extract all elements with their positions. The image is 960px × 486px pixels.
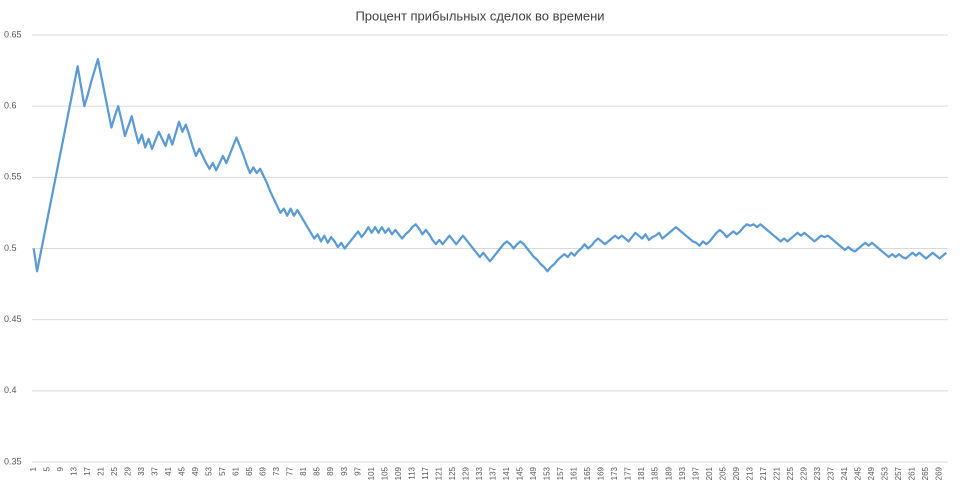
x-tick-label: 65 xyxy=(245,466,254,475)
x-tick-label: 101 xyxy=(367,466,376,480)
x-tick-label: 253 xyxy=(881,466,890,480)
x-tick-label: 73 xyxy=(272,466,281,475)
x-tick-label: 257 xyxy=(894,466,903,480)
y-tick-label: 0.4 xyxy=(4,385,17,395)
x-tick-label: 117 xyxy=(421,466,430,479)
x-tick-label: 61 xyxy=(232,466,241,475)
y-tick-label: 0.55 xyxy=(4,172,22,182)
x-tick-label: 93 xyxy=(340,466,349,475)
chart-title: Процент прибыльных сделок во времени xyxy=(355,8,604,23)
x-tick-label: 265 xyxy=(921,466,930,480)
x-tick-label: 245 xyxy=(854,466,863,480)
x-tick-label: 241 xyxy=(840,466,849,480)
x-tick-label: 141 xyxy=(502,466,511,480)
x-tick-label: 29 xyxy=(123,466,132,475)
x-tick-label: 33 xyxy=(137,466,146,475)
y-tick-label: 0.35 xyxy=(4,456,22,466)
x-tick-label: 161 xyxy=(570,466,579,480)
x-tick-label: 53 xyxy=(205,466,214,475)
y-tick-label: 0.45 xyxy=(4,314,22,324)
x-tick-label: 217 xyxy=(759,466,768,480)
x-tick-label: 165 xyxy=(583,466,592,480)
x-tick-label: 205 xyxy=(718,466,727,480)
x-tick-label: 41 xyxy=(164,466,173,475)
x-tick-label: 37 xyxy=(150,466,159,475)
x-tick-label: 17 xyxy=(83,466,92,475)
x-tick-label: 229 xyxy=(799,466,808,480)
x-tick-label: 113 xyxy=(407,466,416,479)
x-tick-label: 237 xyxy=(826,466,835,480)
x-tick-label: 177 xyxy=(624,466,633,480)
x-tick-label: 181 xyxy=(637,466,646,480)
x-tick-label: 185 xyxy=(651,466,660,480)
x-tick-label: 173 xyxy=(610,466,619,480)
x-tick-label: 25 xyxy=(110,466,119,475)
x-tick-label: 13 xyxy=(69,466,78,475)
x-tick-label: 201 xyxy=(705,466,714,480)
x-tick-label: 85 xyxy=(313,466,322,475)
line-series xyxy=(32,58,948,273)
x-tick-label: 225 xyxy=(786,466,795,480)
x-tick-label: 5 xyxy=(42,466,51,471)
x-tick-label: 45 xyxy=(178,466,187,475)
x-tick-label: 125 xyxy=(448,466,457,480)
x-tick-label: 105 xyxy=(380,466,389,480)
x-tick-label: 81 xyxy=(299,466,308,475)
y-tick-label: 0.6 xyxy=(4,101,17,111)
x-tick-label: 129 xyxy=(461,466,470,480)
x-tick-label: 133 xyxy=(475,466,484,480)
x-tick-label: 149 xyxy=(529,466,538,480)
x-tick-label: 57 xyxy=(218,466,227,475)
x-tick-label: 145 xyxy=(516,466,525,480)
x-tick-label: 261 xyxy=(908,466,917,480)
x-tick-label: 249 xyxy=(867,466,876,480)
x-tick-label: 77 xyxy=(286,466,295,475)
x-tick-label: 1 xyxy=(29,466,38,471)
x-tick-label: 233 xyxy=(813,466,822,480)
x-tick-label: 153 xyxy=(543,466,552,480)
x-tick-label: 269 xyxy=(935,466,944,480)
x-tick-label: 21 xyxy=(96,466,105,475)
x-tick-label: 69 xyxy=(259,466,268,475)
x-tick-label: 169 xyxy=(597,466,606,480)
x-tick-label: 157 xyxy=(556,466,565,480)
x-tick-label: 9 xyxy=(56,466,65,471)
x-tick-label: 221 xyxy=(772,466,781,480)
x-tick-label: 121 xyxy=(434,466,443,480)
y-tick-label: 0.5 xyxy=(4,243,17,253)
x-tick-label: 97 xyxy=(353,466,362,475)
x-tick-label: 189 xyxy=(664,466,673,480)
x-tick-label: 137 xyxy=(488,466,497,480)
x-tick-label: 197 xyxy=(691,466,700,480)
y-tick-label: 0.65 xyxy=(4,29,22,39)
x-tick-label: 109 xyxy=(394,466,403,480)
x-tick-label: 89 xyxy=(326,466,335,475)
x-tick-label: 213 xyxy=(745,466,754,480)
x-tick-label: 193 xyxy=(678,466,687,480)
x-tick-label: 209 xyxy=(732,466,741,480)
x-tick-label: 49 xyxy=(191,466,200,475)
